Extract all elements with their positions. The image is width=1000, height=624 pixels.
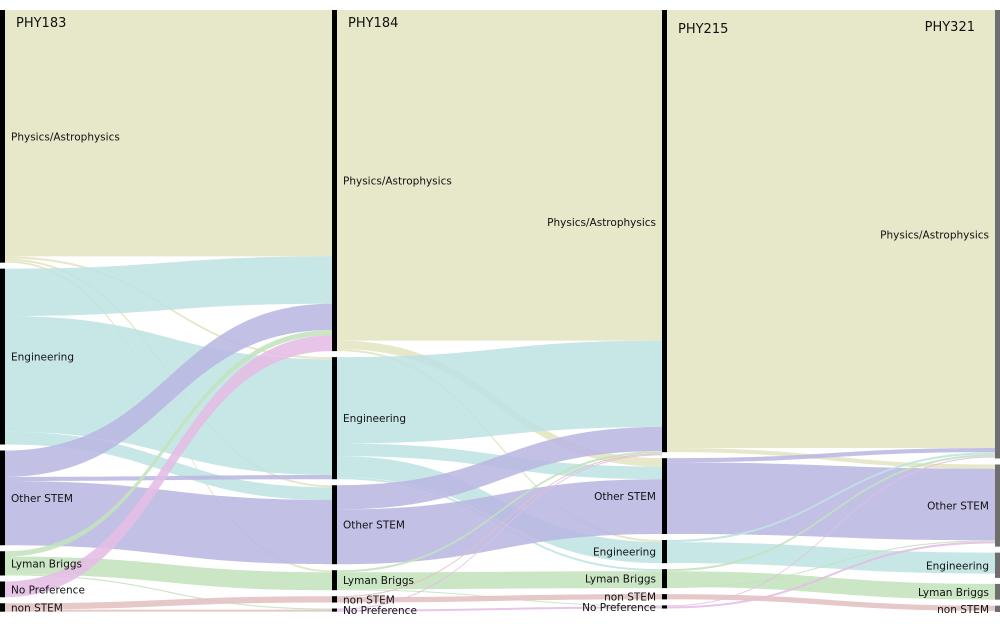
node-label-phy215-physics-astrophysics-inner: Physics/Astrophysics bbox=[547, 217, 656, 229]
link-1-non-stem-to-non-stem bbox=[337, 594, 662, 603]
link-0-lyman-briggs-to-no-preference bbox=[5, 574, 332, 610]
node-label-phy183-lyman-briggs: Lyman Briggs bbox=[11, 558, 82, 570]
node-label-phy215-engineering: Engineering bbox=[593, 547, 656, 559]
node-label-phy184-no-preference: No Preference bbox=[343, 605, 417, 617]
node-bar-phy183-physics-astrophysics bbox=[0, 10, 5, 263]
node-bar-phy184-lyman-briggs bbox=[332, 570, 337, 591]
node-bar-phy215-other-stem bbox=[662, 458, 667, 534]
link-0-other-stem-to-engineering bbox=[5, 475, 332, 482]
node-bar-phy183-other-stem bbox=[0, 450, 5, 546]
labels-layer: PHY183 PHY184 PHY215 PHY321 Physics/Astrophy… bbox=[11, 16, 989, 617]
link-1-no-preference-to-no-preference bbox=[337, 606, 662, 612]
node-bar-phy321-non-stem bbox=[995, 605, 1000, 612]
link-1-other-stem-to-physics-astrophysics bbox=[337, 426, 662, 510]
link-1-lyman-briggs-to-physics-astrophysics bbox=[337, 451, 662, 573]
link-1-engineering-to-physics-astrophysics bbox=[337, 340, 662, 444]
stage-title-phy184: PHY184 bbox=[348, 16, 398, 31]
node-label-phy183-physics-astrophysics: Physics/Astrophysics bbox=[11, 131, 120, 143]
node-bar-phy321-lyman-briggs bbox=[995, 583, 1000, 600]
node-bar-phy184-physics-astrophysics bbox=[332, 10, 337, 352]
link-0-no-preference-to-physics-astrophysics bbox=[5, 335, 332, 598]
node-bar-phy183-lyman-briggs bbox=[0, 551, 5, 576]
link-0-other-stem-to-other-stem bbox=[5, 481, 332, 565]
node-label-phy183-no-preference: No Preference bbox=[11, 584, 85, 596]
node-label-phy321-non-stem: non STEM bbox=[937, 604, 989, 616]
node-bar-phy184-no-preference bbox=[332, 608, 337, 612]
node-label-phy184-other-stem: Other STEM bbox=[343, 520, 405, 532]
link-2-no-preference-to-physics-astrophysics bbox=[667, 456, 995, 607]
node-bar-phy183-engineering bbox=[0, 268, 5, 445]
nodes-layer bbox=[0, 10, 1000, 612]
node-label-phy183-engineering: Engineering bbox=[11, 352, 74, 364]
link-2-lyman-briggs-to-other-stem bbox=[667, 540, 995, 589]
link-1-physics-astrophysics-to-engineering bbox=[337, 349, 662, 543]
node-label-phy321-lyman-briggs: Lyman Briggs bbox=[918, 587, 989, 599]
link-1-no-preference-to-physics-astrophysics bbox=[337, 454, 662, 610]
node-label-phy183-non-stem: non STEM bbox=[11, 602, 63, 614]
node-bar-phy215-lyman-briggs bbox=[662, 569, 667, 589]
link-2-engineering-to-physics-astrophysics bbox=[667, 452, 995, 543]
links-layer bbox=[5, 10, 995, 612]
link-1-lyman-briggs-to-lyman-briggs bbox=[337, 571, 662, 590]
node-bar-phy321-physics-astrophysics bbox=[995, 10, 1000, 459]
link-1-other-stem-to-other-stem bbox=[337, 479, 662, 565]
node-bar-phy183-no-preference bbox=[0, 581, 5, 598]
link-0-non-stem-to-no-preference bbox=[5, 609, 332, 612]
link-2-physics-astrophysics-to-physics-astrophysics bbox=[667, 10, 995, 448]
link-2-no-preference-to-other-stem bbox=[667, 541, 995, 609]
stage-title-phy215: PHY215 bbox=[678, 22, 728, 37]
node-bar-phy184-non-stem bbox=[332, 596, 337, 603]
link-2-engineering-to-engineering bbox=[667, 542, 995, 574]
stage-title-phy321: PHY321 bbox=[925, 20, 975, 35]
node-bar-phy215-engineering bbox=[662, 539, 667, 564]
node-bar-phy184-other-stem bbox=[332, 485, 337, 565]
link-0-non-stem-to-non-stem bbox=[5, 596, 332, 610]
node-label-phy183-other-stem: Other STEM bbox=[11, 493, 73, 505]
node-label-phy184-physics-astrophysics: Physics/Astrophysics bbox=[343, 176, 452, 188]
link-1-physics-astrophysics-to-physics-astrophysics bbox=[337, 10, 662, 341]
link-2-lyman-briggs-to-physics-astrophysics bbox=[667, 454, 995, 572]
node-label-phy215-lyman-briggs: Lyman Briggs bbox=[585, 574, 656, 586]
node-label-phy184-engineering: Engineering bbox=[343, 413, 406, 425]
link-0-other-stem-to-physics-astrophysics bbox=[5, 303, 332, 477]
node-label-phy215-other-stem: Other STEM bbox=[594, 491, 656, 503]
node-bar-phy215-no-preference bbox=[662, 605, 667, 609]
node-bar-phy183-non-stem bbox=[0, 603, 5, 612]
node-label-phy215-non-stem: non STEM bbox=[604, 592, 656, 604]
link-0-engineering-to-physics-astrophysics bbox=[5, 256, 332, 317]
node-bar-phy321-other-stem bbox=[995, 464, 1000, 547]
stage-title-phy183: PHY183 bbox=[16, 16, 66, 31]
node-bar-phy215-non-stem bbox=[662, 594, 667, 600]
link-1-non-stem-to-physics-astrophysics bbox=[337, 453, 662, 598]
link-2-other-stem-to-other-stem bbox=[667, 462, 995, 541]
node-bar-phy215-physics-astrophysics bbox=[662, 10, 667, 453]
node-label-phy321-physics-astrophysics: Physics/Astrophysics bbox=[880, 229, 989, 241]
node-label-phy215-no-preference: No Preference bbox=[582, 602, 656, 614]
node-label-phy321-engineering: Engineering bbox=[926, 560, 989, 572]
link-2-non-stem-to-non-stem bbox=[667, 594, 995, 611]
link-0-physics-astrophysics-to-physics-astrophysics bbox=[5, 10, 332, 257]
node-bar-phy321-engineering bbox=[995, 552, 1000, 578]
node-label-phy184-non-stem: non STEM bbox=[343, 594, 395, 606]
link-2-other-stem-to-physics-astrophysics bbox=[667, 447, 995, 463]
link-2-lyman-briggs-to-lyman-briggs bbox=[667, 571, 995, 600]
node-label-phy184-lyman-briggs: Lyman Briggs bbox=[343, 575, 414, 587]
node-label-phy321-other-stem: Other STEM bbox=[927, 501, 989, 513]
link-0-lyman-briggs-to-physics-astrophysics bbox=[5, 330, 332, 557]
node-bar-phy184-engineering bbox=[332, 357, 337, 480]
